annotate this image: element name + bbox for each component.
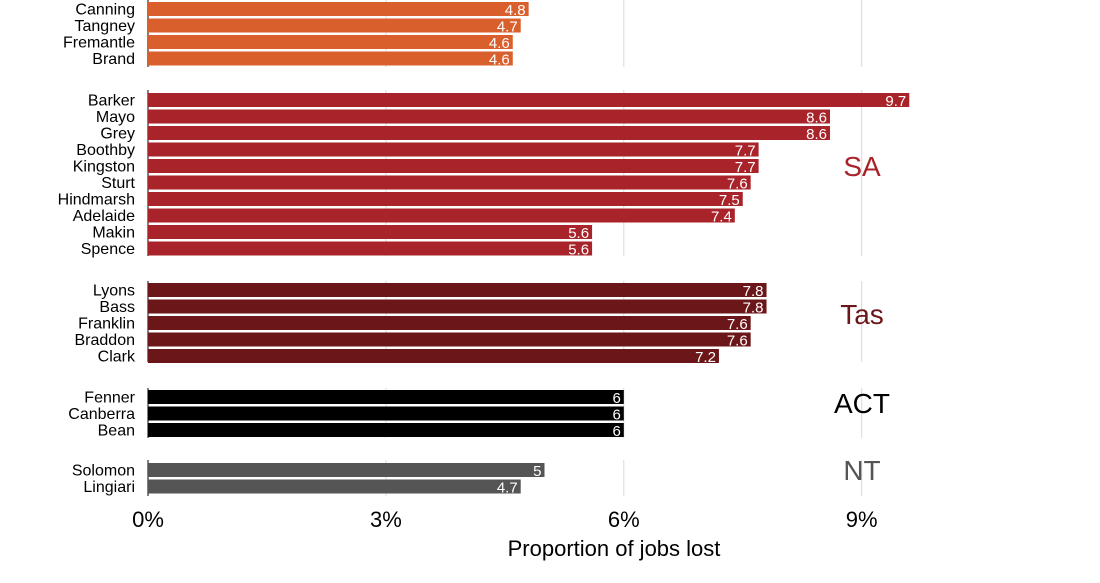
data-label: 7.5 — [719, 192, 740, 209]
data-label: 6 — [612, 407, 620, 424]
category-label: Kingston — [73, 159, 135, 176]
data-label: 7.6 — [727, 316, 748, 333]
bar — [148, 159, 759, 173]
data-label: 7.8 — [743, 300, 764, 317]
bar — [148, 463, 545, 477]
data-label: 4.6 — [489, 35, 510, 52]
group-label: SA — [843, 151, 881, 182]
x-tick-label: 9% — [846, 507, 878, 532]
bar — [148, 225, 593, 239]
bar — [148, 241, 593, 256]
category-label: Fremantle — [63, 35, 135, 52]
bar — [148, 316, 751, 330]
bar-group: Canning 4.8 Tangney 4.7 Fremantle 4.6 Brand 4.6 — [63, 0, 529, 69]
bar — [148, 126, 830, 140]
data-label: 8.6 — [806, 110, 827, 127]
data-label: 7.7 — [735, 159, 756, 176]
category-label: Spence — [81, 241, 135, 258]
category-label: Hindmarsh — [58, 192, 135, 209]
group-label: Tas — [840, 299, 884, 330]
bar — [148, 349, 719, 363]
category-label: Barker — [88, 93, 136, 110]
bar — [148, 332, 751, 347]
category-label: Clark — [98, 349, 136, 366]
category-label: Tangney — [75, 18, 136, 35]
bar — [148, 283, 767, 297]
category-label: Mayo — [96, 109, 135, 126]
data-label: 7.6 — [727, 176, 748, 193]
bar-group: Lyons 7.8 Bass 7.8 Franklin 7.6 Braddon 7.6 Clar… — [75, 281, 884, 366]
x-axis-title: Proportion of jobs lost — [508, 536, 721, 561]
x-tick-label: 6% — [608, 507, 640, 532]
bar-group: Fenner 6 Canberra 6 Bean 6 ACT — [68, 388, 890, 440]
data-label: 5.6 — [568, 242, 589, 259]
category-label: Fenner — [84, 390, 135, 407]
data-label: 5.6 — [568, 225, 589, 242]
data-label: 4.8 — [505, 2, 526, 19]
bar — [148, 2, 529, 16]
bar — [148, 192, 743, 206]
bar — [148, 18, 521, 33]
data-label: 6 — [612, 390, 620, 407]
bar — [148, 35, 513, 49]
category-label: Adelaide — [73, 208, 135, 225]
data-label: 8.6 — [806, 126, 827, 143]
category-label: Canberra — [68, 406, 135, 423]
data-label: 7.6 — [727, 333, 748, 350]
category-label: Lyons — [93, 283, 135, 300]
category-label: Solomon — [72, 463, 135, 480]
category-label: Franklin — [78, 316, 135, 333]
data-label: 7.8 — [743, 283, 764, 300]
bar — [148, 109, 830, 124]
x-tick-label: 3% — [370, 507, 402, 532]
category-label: Boothby — [76, 142, 135, 159]
x-axis-ticks: 0% 3% 6% 9% — [132, 507, 877, 532]
category-label: Sturt — [101, 175, 135, 192]
category-label: Bean — [98, 423, 135, 440]
data-label: 6 — [612, 423, 620, 440]
data-label: 4.7 — [497, 19, 518, 36]
category-label: Lingiari — [83, 479, 135, 496]
bar — [148, 51, 513, 66]
bar-group: Barker 9.7 Mayo 8.6 Grey 8.6 Boothby 7.7 Kingsto… — [58, 90, 910, 259]
group-label: ACT — [834, 388, 890, 419]
bar — [148, 390, 624, 404]
data-label: 7.4 — [711, 209, 732, 226]
bar — [148, 142, 759, 157]
bar — [148, 175, 751, 190]
category-label: Grey — [100, 126, 135, 143]
group-label: NT — [843, 455, 880, 486]
x-tick-label: 0% — [132, 507, 164, 532]
bar — [148, 479, 521, 494]
data-label: 4.7 — [497, 480, 518, 497]
data-label: 7.2 — [695, 349, 716, 366]
data-label: 7.7 — [735, 143, 756, 160]
bar — [148, 93, 910, 107]
category-label: Makin — [92, 225, 135, 242]
bar — [148, 208, 735, 223]
bar — [148, 406, 624, 421]
category-label: Brand — [92, 51, 135, 68]
category-label: Braddon — [75, 332, 136, 349]
data-label: 4.6 — [489, 52, 510, 69]
category-label: Bass — [99, 299, 135, 316]
category-label: Canning — [75, 2, 135, 19]
data-label: 9.7 — [885, 93, 906, 110]
bar-group: Solomon 5 Lingiari 4.7 NT — [72, 455, 881, 497]
bar — [148, 423, 624, 437]
data-label: 5 — [533, 463, 541, 480]
bar — [148, 299, 767, 314]
